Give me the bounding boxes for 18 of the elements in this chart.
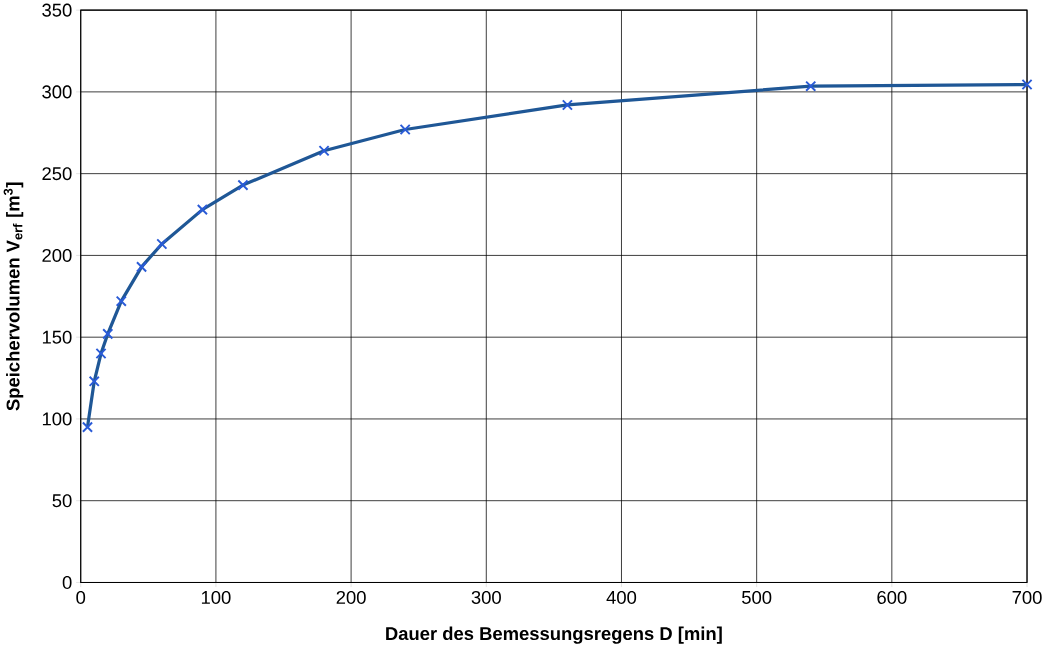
y-tick-label: 150 [42,330,72,344]
y-tick-label: 0 [62,575,72,589]
x-tick-label: 200 [336,590,366,604]
x-axis-title: Dauer des Bemessungsregens D [min] [386,626,722,644]
x-tick-label: 700 [1012,590,1042,604]
y-tick-label: 50 [52,493,72,508]
y-axis-title: Speichervolumen V$_{erf}$ [m$^{3}$] [3,182,24,411]
x-tick-label: 400 [606,590,637,604]
y-tick-label: 300 [42,85,72,99]
x-tick-label: 600 [877,590,907,604]
x-tick-label: 500 [742,590,772,604]
y-tick-label: 200 [42,248,72,262]
y-tick-label: 250 [42,166,72,180]
x-tick-label: 0 [76,590,86,604]
x-tick-label: 100 [201,590,231,604]
y-tick-label: 100 [42,412,72,426]
y-tick-label: 350 [42,3,72,17]
x-tick-label: 300 [471,590,501,604]
